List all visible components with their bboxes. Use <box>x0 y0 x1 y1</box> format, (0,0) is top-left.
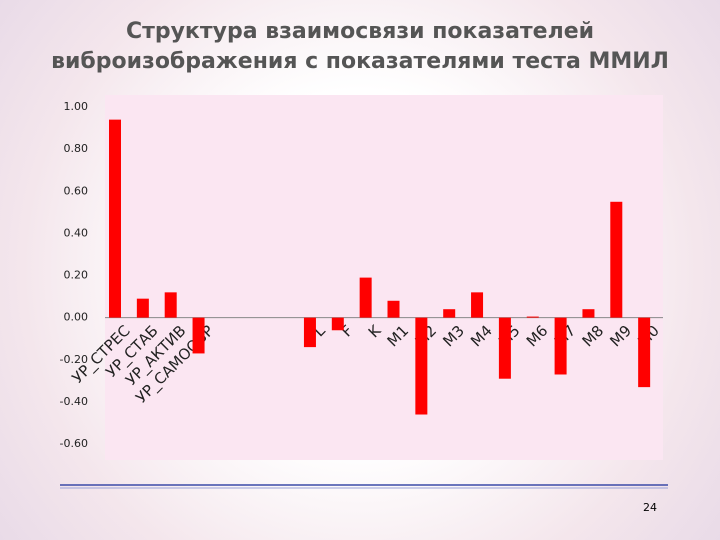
bar <box>471 292 484 318</box>
bar <box>610 201 623 318</box>
bar <box>331 317 344 331</box>
bar <box>136 298 149 318</box>
bar <box>498 317 511 379</box>
bar <box>109 119 121 318</box>
y-tick-label: -0.20 <box>60 353 88 366</box>
bar <box>192 317 205 354</box>
bar <box>582 309 595 318</box>
y-tick-label: 0.80 <box>64 142 89 155</box>
bar <box>164 292 177 318</box>
chart-title: виброизображения с показателями теста ММ… <box>51 49 669 74</box>
y-tick-label: 0.40 <box>64 226 89 239</box>
chart-title: Структура взаимосвязи показателей <box>126 19 594 44</box>
y-tick-label: -0.40 <box>60 395 88 408</box>
bar <box>443 309 456 318</box>
y-tick-label: 1.00 <box>64 100 89 113</box>
y-tick-label: 0.00 <box>64 311 89 324</box>
y-tick-label: 0.20 <box>64 269 89 282</box>
bar <box>415 317 428 415</box>
bar <box>387 300 400 318</box>
slide-number: 24 <box>643 501 657 514</box>
bar <box>359 277 372 318</box>
y-tick-label: 0.60 <box>64 184 89 197</box>
y-tick-label: -0.60 <box>60 437 88 450</box>
bar <box>303 317 316 348</box>
plot-area <box>105 95 663 460</box>
bar <box>526 316 539 318</box>
bar <box>554 317 567 375</box>
bar <box>638 317 651 388</box>
